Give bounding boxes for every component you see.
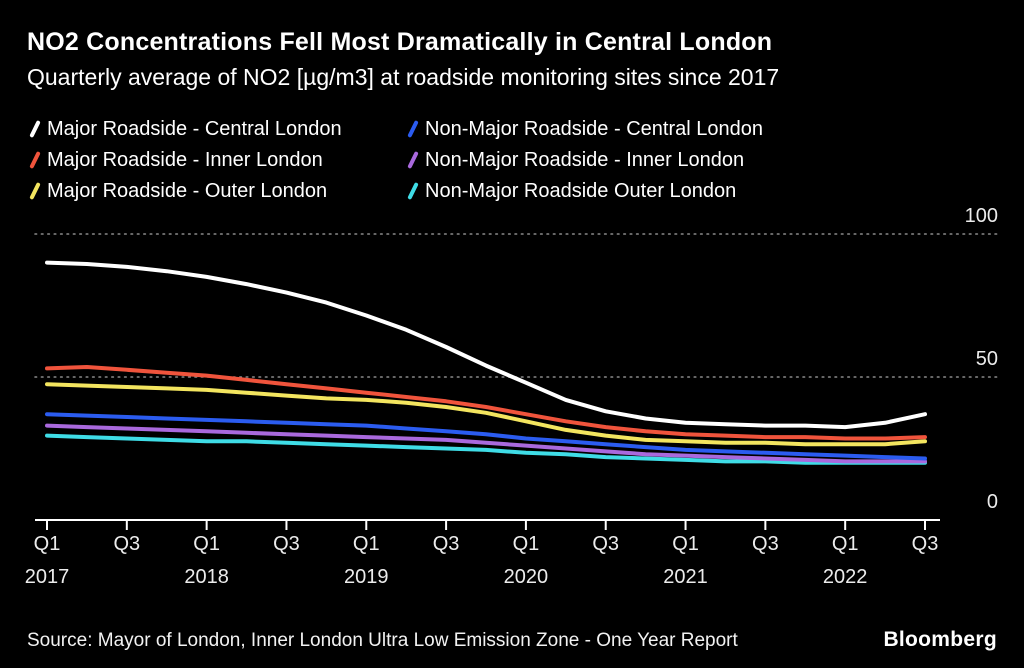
x-tick-label: Q1 bbox=[193, 533, 220, 555]
legend-slash-icon bbox=[407, 120, 419, 138]
chart-legend: Major Roadside - Central London Non-Major… bbox=[27, 117, 763, 203]
chart-footer: Source: Mayor of London, Inner London Ul… bbox=[27, 628, 997, 652]
x-tick-label: Q3 bbox=[273, 533, 300, 555]
series-line bbox=[45, 412, 927, 461]
series-line bbox=[45, 382, 927, 447]
legend-label: Non-Major Roadside Outer London bbox=[425, 180, 737, 202]
no2-line-chart: 100 50 0 Q1 2017 Q3 Q1 2018 Q3 Q1 2019 Q3 Q1 2020 Q3 Q1… bbox=[25, 205, 1001, 588]
legend-slash-icon bbox=[407, 151, 419, 169]
x-tick-label: Q1 bbox=[672, 533, 699, 555]
x-tick-label: Q3 bbox=[912, 533, 939, 555]
y-tick-label: 0 bbox=[987, 491, 998, 513]
legend-label: Major Roadside - Central London bbox=[47, 118, 342, 140]
series-line bbox=[45, 423, 927, 464]
legend-slash-icon bbox=[29, 151, 41, 169]
series-line bbox=[45, 260, 927, 430]
x-tick-label: Q1 bbox=[832, 533, 859, 555]
x-tick-label: Q3 bbox=[752, 533, 779, 555]
source-note: Source: Mayor of London, Inner London Ul… bbox=[27, 630, 738, 651]
x-year-label: 2021 bbox=[663, 566, 708, 588]
legend-label: Major Roadside - Outer London bbox=[47, 180, 328, 202]
legend-item: Non-Major Roadside - Inner London bbox=[405, 148, 763, 172]
y-tick-label: 50 bbox=[976, 348, 998, 370]
x-year-label: 2019 bbox=[344, 566, 389, 588]
legend-slash-icon bbox=[29, 120, 41, 138]
legend-item: Non-Major Roadside Outer London bbox=[405, 179, 763, 203]
y-tick-label: 100 bbox=[965, 205, 998, 227]
legend-label: Non-Major Roadside - Inner London bbox=[425, 149, 745, 171]
chart-header: NO2 Concentrations Fell Most Dramaticall… bbox=[27, 28, 997, 91]
bloomberg-logo: Bloomberg bbox=[883, 628, 997, 651]
legend-item: Major Roadside - Outer London bbox=[27, 179, 405, 203]
chart-title: NO2 Concentrations Fell Most Dramaticall… bbox=[27, 28, 773, 56]
series-line bbox=[45, 433, 927, 465]
x-tick-label: Q1 bbox=[34, 533, 61, 555]
legend-label: Major Roadside - Inner London bbox=[47, 149, 323, 171]
chart-subtitle: Quarterly average of NO2 [µg/m3] at road… bbox=[27, 64, 780, 90]
x-tick-label: Q1 bbox=[513, 533, 540, 555]
legend-item: Non-Major Roadside - Central London bbox=[405, 117, 763, 141]
x-tick-label: Q3 bbox=[113, 533, 140, 555]
x-tick-label: Q3 bbox=[592, 533, 619, 555]
x-year-label: 2020 bbox=[504, 566, 549, 588]
legend-item: Major Roadside - Inner London bbox=[27, 148, 405, 172]
series-line bbox=[45, 365, 927, 441]
x-year-label: 2017 bbox=[25, 566, 70, 588]
x-year-label: 2022 bbox=[823, 566, 868, 588]
x-tick-label: Q1 bbox=[353, 533, 380, 555]
x-tick-label: Q3 bbox=[433, 533, 460, 555]
x-year-label: 2018 bbox=[184, 566, 229, 588]
legend-label: Non-Major Roadside - Central London bbox=[425, 118, 763, 140]
legend-item: Major Roadside - Central London bbox=[27, 117, 405, 141]
